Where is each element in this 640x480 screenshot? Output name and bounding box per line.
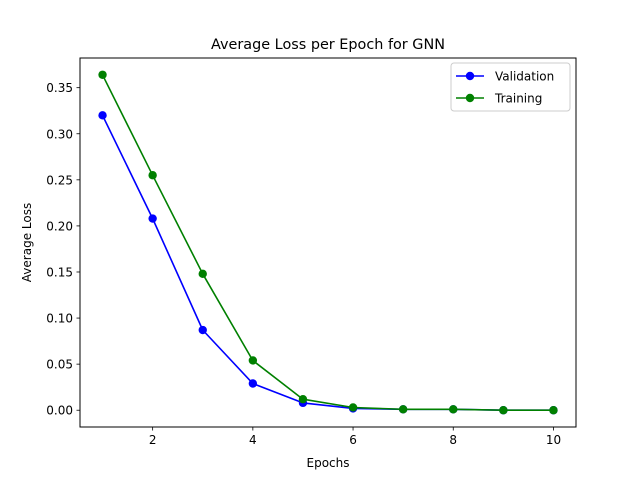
x-tick-label-0: 2 bbox=[149, 433, 157, 447]
training-point-1 bbox=[98, 70, 107, 79]
y-tick-label-1: 0.05 bbox=[46, 358, 73, 372]
y-axis-label: Average Loss bbox=[20, 203, 34, 282]
x-tick-label-2: 6 bbox=[349, 433, 357, 447]
training-series-line bbox=[101, 74, 554, 412]
axes-frame bbox=[79, 57, 577, 428]
y-tick-label-0: 0.00 bbox=[46, 404, 73, 418]
x-tick-label-3: 8 bbox=[449, 433, 457, 447]
y-tick-label-3: 0.15 bbox=[46, 265, 73, 279]
validation-point-2 bbox=[148, 214, 157, 223]
y-tick-label-2: 0.10 bbox=[46, 312, 73, 326]
training-point-8 bbox=[449, 405, 458, 414]
training-point-5 bbox=[298, 394, 308, 404]
legend-training-label: Training bbox=[494, 92, 542, 106]
legend-validation-label: Validation bbox=[495, 70, 554, 84]
training-point-6 bbox=[348, 403, 358, 412]
training-point-10 bbox=[549, 406, 558, 415]
y-tick-label-6: 0.30 bbox=[46, 127, 73, 141]
chart-title: Average Loss per Epoch for GNN bbox=[211, 37, 445, 53]
training-point-2 bbox=[148, 171, 157, 180]
legend-training-marker bbox=[465, 93, 475, 103]
x-tick-label-1: 4 bbox=[249, 433, 257, 447]
training-point-4 bbox=[248, 356, 258, 365]
legend-box bbox=[450, 62, 571, 112]
plot-area bbox=[98, 70, 558, 415]
validation-point-1 bbox=[98, 111, 107, 120]
training-point-9 bbox=[499, 406, 508, 415]
x-axis-label: Epochs bbox=[307, 456, 350, 470]
training-point-3 bbox=[198, 269, 207, 279]
y-axis: 0.00 0.05 0.10 0.15 0.20 0.25 0.30 0.35 bbox=[46, 81, 80, 418]
y-tick-label-4: 0.20 bbox=[46, 219, 73, 233]
legend-validation-marker bbox=[465, 71, 475, 81]
x-axis: 2 4 6 8 10 bbox=[149, 427, 561, 447]
y-tick-label-7: 0.35 bbox=[46, 81, 73, 95]
training-point-7 bbox=[398, 405, 408, 414]
validation-point-4 bbox=[248, 379, 258, 388]
legend: Validation Training bbox=[450, 62, 571, 112]
x-tick-label-4: 10 bbox=[546, 433, 561, 447]
validation-point-3 bbox=[198, 325, 207, 335]
y-tick-label-5: 0.25 bbox=[46, 173, 73, 187]
